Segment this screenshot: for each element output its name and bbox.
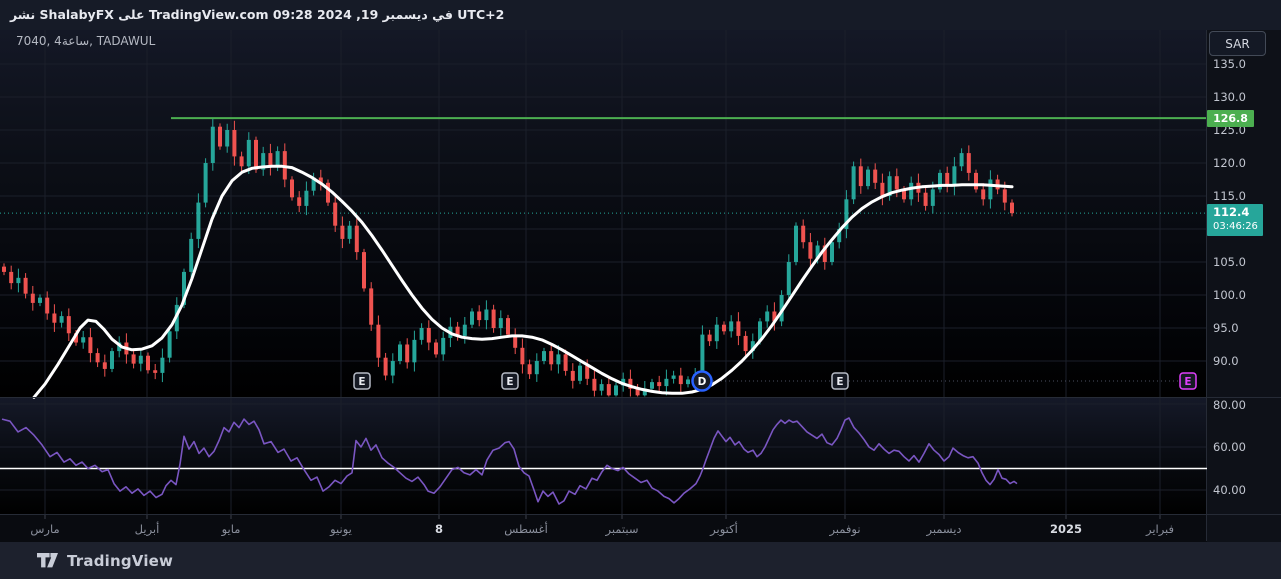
- earnings-marker-label: E: [1184, 376, 1191, 388]
- earnings-marker-label: E: [506, 376, 513, 388]
- last-price-value: 112.4: [1213, 205, 1263, 220]
- earnings-marker-label: E: [358, 376, 365, 388]
- price-tick-label: 40.00: [1213, 483, 1246, 497]
- footer-bar: TradingView: [0, 542, 1281, 579]
- time-tick-label: ديسمبر: [925, 522, 961, 537]
- time-tick-label: سبتمبر: [604, 522, 638, 537]
- time-tick-label: أكتوبر: [709, 521, 738, 537]
- price-tick-label: 100.0: [1213, 288, 1246, 302]
- time-tick-label: أغسطس: [504, 521, 548, 537]
- publish-header-bar: نشر ShalabyFX على TradingView.com في ديس…: [0, 0, 1281, 30]
- earnings-marker-label: E: [836, 376, 843, 388]
- tradingview-snapshot: نشر ShalabyFX على TradingView.com في ديس…: [0, 0, 1281, 579]
- time-tick-label: 8: [435, 522, 443, 536]
- price-tick-label: 80.00: [1213, 398, 1246, 412]
- chart-canvas[interactable]: EEDEE135.0130.0125.0120.0115.0105.0100.0…: [0, 30, 1281, 542]
- time-tick-label: فبراير: [1145, 522, 1174, 537]
- price-tick-label: 95.0: [1213, 321, 1239, 335]
- dividend-marker-label: D: [698, 376, 707, 388]
- price-tick-label: 120.0: [1213, 156, 1246, 170]
- time-tick-label: 2025: [1050, 522, 1082, 536]
- publish-attribution-text: نشر ShalabyFX على TradingView.com في ديس…: [10, 0, 504, 30]
- currency-button[interactable]: SAR: [1209, 31, 1266, 56]
- price-tick-label: 130.0: [1213, 90, 1246, 104]
- rsi-line: [2, 418, 1017, 504]
- time-tick-label: مارس: [30, 522, 59, 537]
- candlestick-series: [2, 119, 1014, 397]
- price-tick-label: 90.0: [1213, 354, 1239, 368]
- time-tick-label: يونيو: [329, 522, 352, 537]
- time-tick-label: نوفمبر: [828, 522, 860, 537]
- bar-countdown-timer: 03:46:26: [1213, 220, 1263, 233]
- price-tick-label: 135.0: [1213, 57, 1246, 71]
- tradingview-logo-icon[interactable]: [37, 553, 59, 568]
- price-tick-label: 115.0: [1213, 189, 1246, 203]
- tradingview-brand-text[interactable]: TradingView: [67, 552, 173, 570]
- resistance-price-label: 126.8: [1207, 110, 1254, 127]
- last-price-label: 112.4 03:46:26: [1207, 204, 1263, 236]
- price-tick-label: 60.00: [1213, 440, 1246, 454]
- price-tick-label: 105.0: [1213, 255, 1246, 269]
- symbol-legend[interactable]: 7040, 4ساعة, TADAWUL: [16, 34, 155, 48]
- time-tick-label: مايو: [221, 522, 241, 537]
- time-tick-label: أبريل: [135, 521, 160, 537]
